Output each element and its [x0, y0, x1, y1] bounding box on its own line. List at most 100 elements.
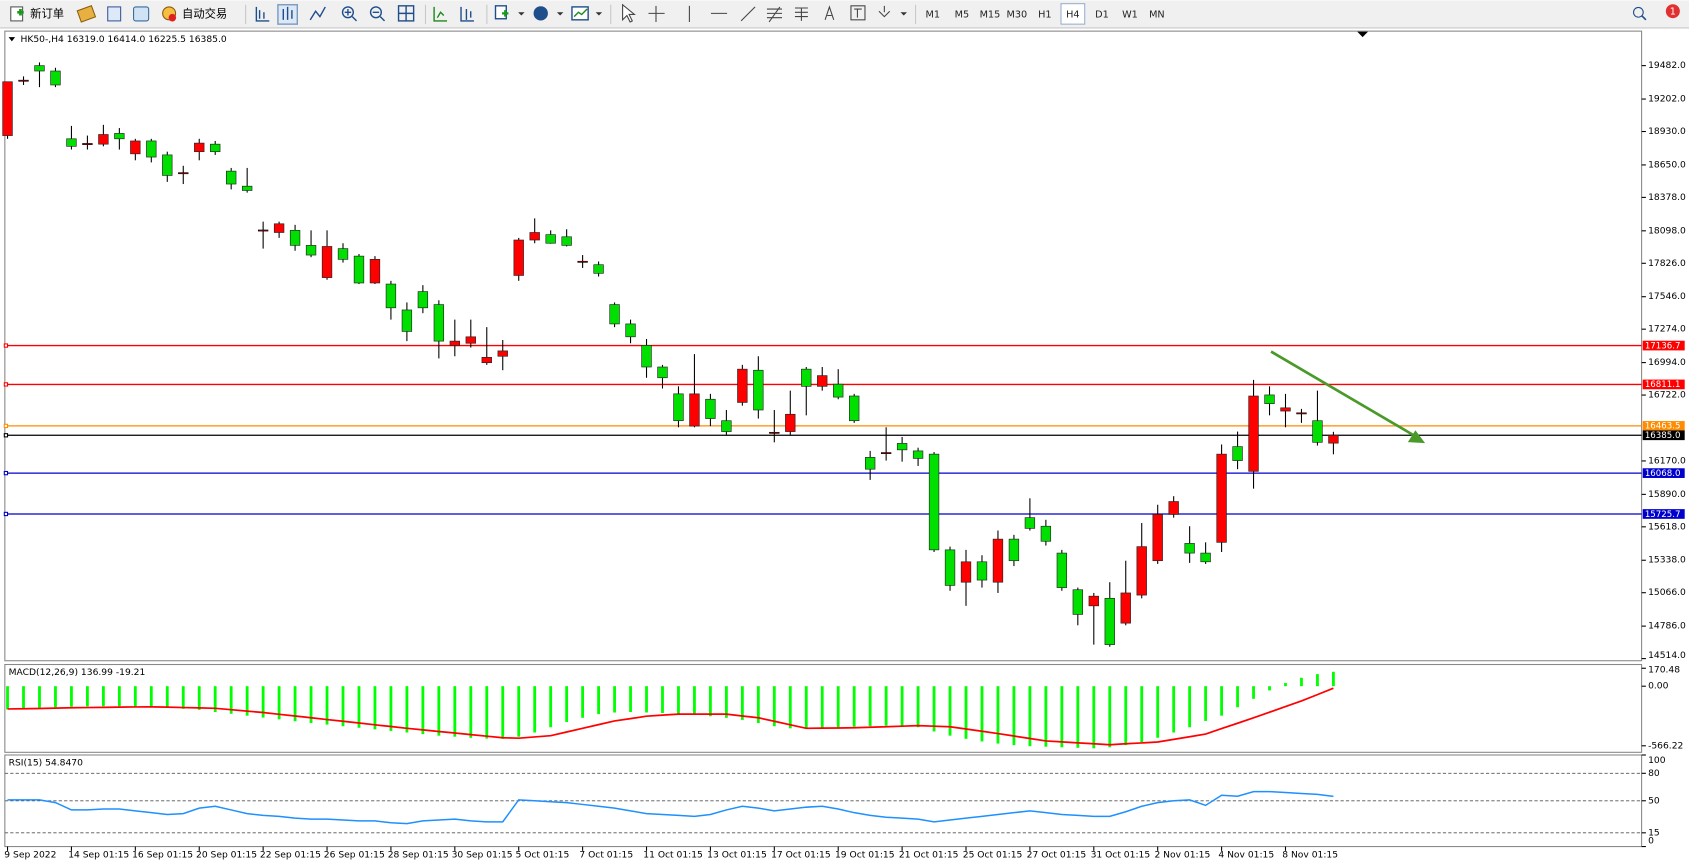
trend-arrow[interactable]: [1270, 350, 1426, 444]
x-tick-label: 27 Oct 01:15: [1027, 851, 1087, 861]
candle-body: [593, 264, 604, 274]
chart-shift-marker[interactable]: [1357, 31, 1369, 38]
icon[interactable]: [850, 5, 866, 21]
candle-body: [1008, 538, 1020, 562]
x-tick-label: 31 Oct 01:15: [1091, 851, 1151, 861]
icon[interactable]: [255, 6, 270, 22]
icon[interactable]: [341, 6, 355, 19]
candle-body: [162, 154, 173, 176]
level-handle[interactable]: [3, 423, 9, 429]
y-tick-label: 16170.0: [1648, 456, 1686, 466]
candle-body: [2, 81, 13, 136]
toolbar-label: 新订单: [30, 6, 64, 20]
candle-body: [1120, 592, 1131, 624]
icon[interactable]: [648, 5, 665, 22]
candle-body: [753, 369, 764, 411]
icon[interactable]: [501, 10, 509, 17]
level-handle[interactable]: [3, 433, 9, 438]
timeframe-button[interactable]: MN: [1149, 9, 1165, 20]
icon[interactable]: [107, 6, 122, 22]
candle-body: [880, 452, 892, 454]
y-tick-label: 15890.0: [1648, 490, 1686, 500]
candle-body: [721, 420, 732, 432]
candle-body: [992, 538, 1004, 583]
timeframe-button[interactable]: H4: [1066, 9, 1079, 20]
rsi-title: RSI(15) 54.8470: [9, 759, 84, 769]
notification-badge[interactable]: [1665, 4, 1680, 19]
icon[interactable]: [878, 5, 891, 18]
new-order-button[interactable]: 新订单: [10, 6, 64, 22]
icon[interactable]: [372, 11, 386, 22]
candle-body: [1168, 501, 1179, 515]
level-handle[interactable]: [3, 470, 9, 476]
candle-body: [305, 245, 317, 256]
icon[interactable]: [740, 6, 756, 22]
toolbar: [0, 0, 1689, 29]
timeframe-bar: M1 M5 M15 M30 H1 H4 D1 W1 MN: [926, 9, 1165, 20]
y-tick-label: 14514.0: [1648, 651, 1686, 661]
candle-body: [912, 450, 924, 459]
icon[interactable]: [533, 6, 548, 21]
candle-body: [833, 383, 844, 398]
timeframe-button[interactable]: M1: [926, 9, 941, 20]
y-tick-label: 18378.0: [1648, 193, 1686, 203]
search-icon[interactable]: [1632, 6, 1644, 18]
candle-body: [689, 393, 700, 427]
icon[interactable]: [854, 8, 862, 18]
auto-trading-button[interactable]: 自动交易: [162, 6, 228, 22]
macd-title: MACD(12,26,9) 136.99 -19.21: [9, 668, 146, 678]
candle-body: [289, 230, 301, 246]
candle-body: [785, 413, 796, 432]
level-handle[interactable]: [3, 382, 9, 387]
candle-body: [976, 561, 988, 581]
candle-body: [1200, 552, 1211, 563]
candle-body: [241, 185, 253, 191]
y-tick-label: -566.22: [1648, 741, 1683, 751]
candle-body: [1296, 412, 1307, 415]
level-handle[interactable]: [3, 511, 9, 517]
candle-body: [417, 291, 429, 309]
icon[interactable]: [282, 6, 293, 20]
icon: [10, 6, 24, 22]
icon[interactable]: [133, 6, 150, 22]
icon[interactable]: [369, 6, 383, 19]
level-label: 16385.0: [1645, 431, 1681, 441]
level-handle[interactable]: [3, 343, 9, 348]
candle-body: [321, 246, 333, 278]
icon[interactable]: [766, 6, 783, 23]
candle-body: [1024, 517, 1036, 529]
timeframe-button[interactable]: M30: [1007, 9, 1028, 20]
x-tick-label: 26 Sep 01:15: [324, 851, 385, 861]
icon[interactable]: [433, 6, 448, 22]
candle-body: [928, 453, 940, 551]
candle-body: [1072, 589, 1083, 615]
icon[interactable]: [573, 8, 588, 18]
icon[interactable]: [76, 5, 97, 23]
timeframe-button[interactable]: W1: [1122, 9, 1138, 20]
y-tick-label: 17274.0: [1648, 325, 1686, 335]
icon[interactable]: [398, 5, 414, 21]
candle-body: [385, 283, 397, 309]
timeframe-button[interactable]: M15: [980, 9, 1001, 20]
y-tick-label: 15618.0: [1648, 522, 1686, 532]
toolbar-label: 自动交易: [182, 6, 227, 20]
timeframe-button[interactable]: M5: [955, 9, 970, 20]
ohlc-value: 16319.0: [67, 35, 105, 45]
y-tick-label: 100: [1648, 756, 1666, 766]
timeframe-button[interactable]: H1: [1038, 9, 1051, 20]
candle-body: [1184, 543, 1195, 554]
icon[interactable]: [344, 9, 358, 22]
icon[interactable]: [309, 6, 326, 21]
icon[interactable]: [824, 5, 835, 20]
icon: [17, 9, 24, 16]
arrow-shaft: [1270, 350, 1416, 437]
icon: [168, 13, 177, 22]
icon[interactable]: [622, 3, 636, 23]
icon[interactable]: [794, 7, 808, 21]
candle-body: [178, 172, 189, 175]
search-icon[interactable]: [1641, 14, 1647, 21]
icon[interactable]: [460, 6, 474, 22]
timeframe-button[interactable]: D1: [1095, 9, 1109, 20]
